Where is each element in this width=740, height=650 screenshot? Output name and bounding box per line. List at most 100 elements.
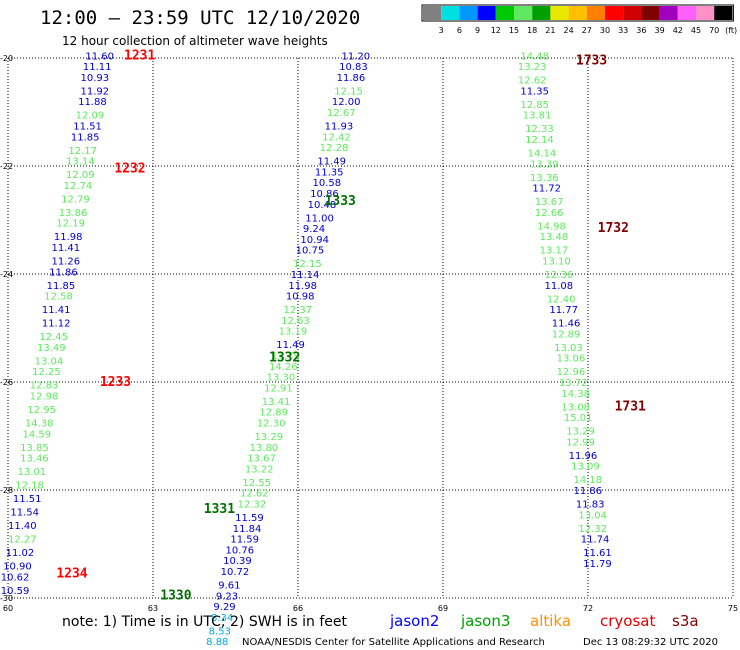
pass-time-label: 1733 [576, 54, 607, 69]
wave-height-value: 9.29 [213, 602, 235, 613]
wave-height-value: 13.10 [542, 257, 571, 268]
wave-height-value: 11.54 [10, 508, 39, 519]
pass-time-label: 1233 [100, 375, 131, 390]
legend-swatch [677, 6, 696, 20]
wave-height-value: 10.98 [286, 292, 315, 303]
wave-height-value: 8.53 [209, 626, 231, 637]
wave-height-value: 12.15 [293, 259, 322, 270]
wave-height-value: 14.26 [269, 362, 298, 373]
wave-height-value: 13.01 [18, 467, 47, 478]
wave-height-value: 12.89 [259, 408, 288, 419]
x-tick-label: 66 [293, 604, 303, 613]
wave-height-value: 12.18 [15, 481, 44, 492]
legend-tick-label: 21 [545, 26, 555, 35]
wave-height-value: 8.88 [206, 637, 228, 648]
y-tick-label: -28 [0, 486, 13, 495]
wave-height-value: 13.08 [561, 402, 590, 413]
wave-height-value: 14.38 [561, 389, 590, 400]
pass-time-labels: 1231 1232 1233 1234 1333 1332 1331 1330 1733 1732… [56, 48, 646, 603]
wave-height-value: 10.58 [313, 178, 342, 189]
wave-height-value: 12.67 [327, 108, 356, 119]
pass-time-label: 1232 [114, 162, 145, 177]
wave-height-value: 13.30 [267, 373, 296, 384]
legend-swatch [459, 6, 478, 20]
footer-timestamp: Dec 13 08:29:32 UTC 2020 [583, 637, 718, 648]
pass-time-label: 1234 [56, 567, 87, 582]
legend-tick-label: 18 [527, 26, 537, 35]
wave-height-value: 11.92 [81, 86, 110, 97]
wave-height-value: 11.86 [337, 73, 366, 84]
satellite-name: s3a [672, 612, 699, 630]
wave-height-value: 13.41 [262, 397, 291, 408]
legend-swatch [477, 6, 496, 20]
wave-height-value: 13.39 [530, 159, 559, 170]
wave-height-value: 10.72 [221, 567, 250, 578]
wave-height-value: 12.98 [30, 392, 59, 403]
wave-height-value: 11.98 [54, 232, 83, 243]
legend-swatch [641, 6, 660, 20]
wave-height-value: 13.29 [255, 432, 284, 443]
wave-height-value: 13.81 [523, 111, 552, 122]
wave-height-value: 11.41 [52, 243, 81, 254]
wave-height-value: 11.00 [305, 213, 334, 224]
wave-height-value: 14.98 [537, 221, 566, 232]
wave-height-value: 12.96 [557, 367, 586, 378]
wave-height-value: 13.09 [571, 462, 600, 473]
wave-height-value: 12.58 [44, 292, 73, 303]
pass-time-label: 1331 [204, 502, 235, 517]
wave-height-value: 12.27 [8, 535, 37, 546]
wave-height-value: 12.99 [566, 437, 595, 448]
wave-height-value: 12.09 [76, 111, 105, 122]
legend-tick-label: 24 [564, 26, 574, 35]
wave-height-value: 10.62 [1, 572, 30, 583]
y-tick-label: -22 [0, 162, 13, 171]
wave-height-value: 12.85 [520, 100, 549, 111]
wave-height-value: 10.90 [3, 562, 32, 573]
legend-tick-label: 12 [491, 26, 501, 35]
wave-height-value: 13.67 [247, 454, 276, 465]
y-tick-label: -30 [0, 594, 13, 603]
x-tick-label: 75 [728, 604, 738, 613]
wave-height-value: 13.36 [530, 173, 559, 184]
wave-height-value: 11.51 [13, 494, 42, 505]
legend-swatch [623, 6, 642, 20]
legend-swatch [423, 6, 442, 20]
wave-height-value: 11.02 [6, 548, 35, 559]
legend-tick-label: 39 [655, 26, 665, 35]
wave-height-value: 12.42 [322, 132, 351, 143]
legend-swatch [441, 6, 460, 20]
wave-height-value: 12.79 [61, 194, 90, 205]
lat-lon-grid [7, 57, 734, 599]
pass-time-label: 1330 [160, 588, 191, 603]
wave-height-value: 13.04 [578, 510, 607, 521]
wave-height-value: 10.94 [300, 235, 329, 246]
wave-height-value: 13.04 [35, 356, 64, 367]
wave-height-value: 8.34 [211, 613, 233, 624]
wave-height-value: 12.15 [334, 86, 363, 97]
legend-tick-label: 70 [709, 26, 719, 35]
wave-height-value: 11.59 [235, 513, 264, 524]
legend-swatch [659, 6, 678, 20]
wave-height-value: 11.40 [8, 521, 37, 532]
wave-height-value: 10.59 [1, 586, 30, 597]
wave-height-value: 11.26 [52, 257, 81, 268]
wave-height-value: 12.32 [238, 500, 267, 511]
wave-height-value: 10.75 [296, 246, 325, 257]
legend-tick-label: 36 [636, 26, 646, 35]
axis-ticks: 60 63 66 69 72 75 -20 -22 -24 -26 -28 -30 [0, 54, 738, 613]
legend-tick-label: 27 [582, 26, 592, 35]
wave-height-value: 10.39 [223, 556, 252, 567]
wave-height-value: 12.33 [525, 124, 554, 135]
wave-height-value: 12.37 [284, 305, 313, 316]
wave-height-value: 9.24 [303, 224, 325, 235]
wave-height-value: 12.09 [66, 170, 95, 181]
wave-height-value: 11.98 [288, 281, 317, 292]
wave-height-value: 13.67 [535, 197, 564, 208]
legend-swatch [586, 6, 605, 20]
wave-height-value: 12.91 [264, 383, 293, 394]
wave-height-value: 12.74 [64, 181, 93, 192]
wave-height-value: 11.86 [49, 267, 78, 278]
legend-swatch [696, 6, 715, 20]
wave-height-value: 13.23 [518, 62, 547, 73]
wave-height-value: 11.96 [569, 451, 598, 462]
